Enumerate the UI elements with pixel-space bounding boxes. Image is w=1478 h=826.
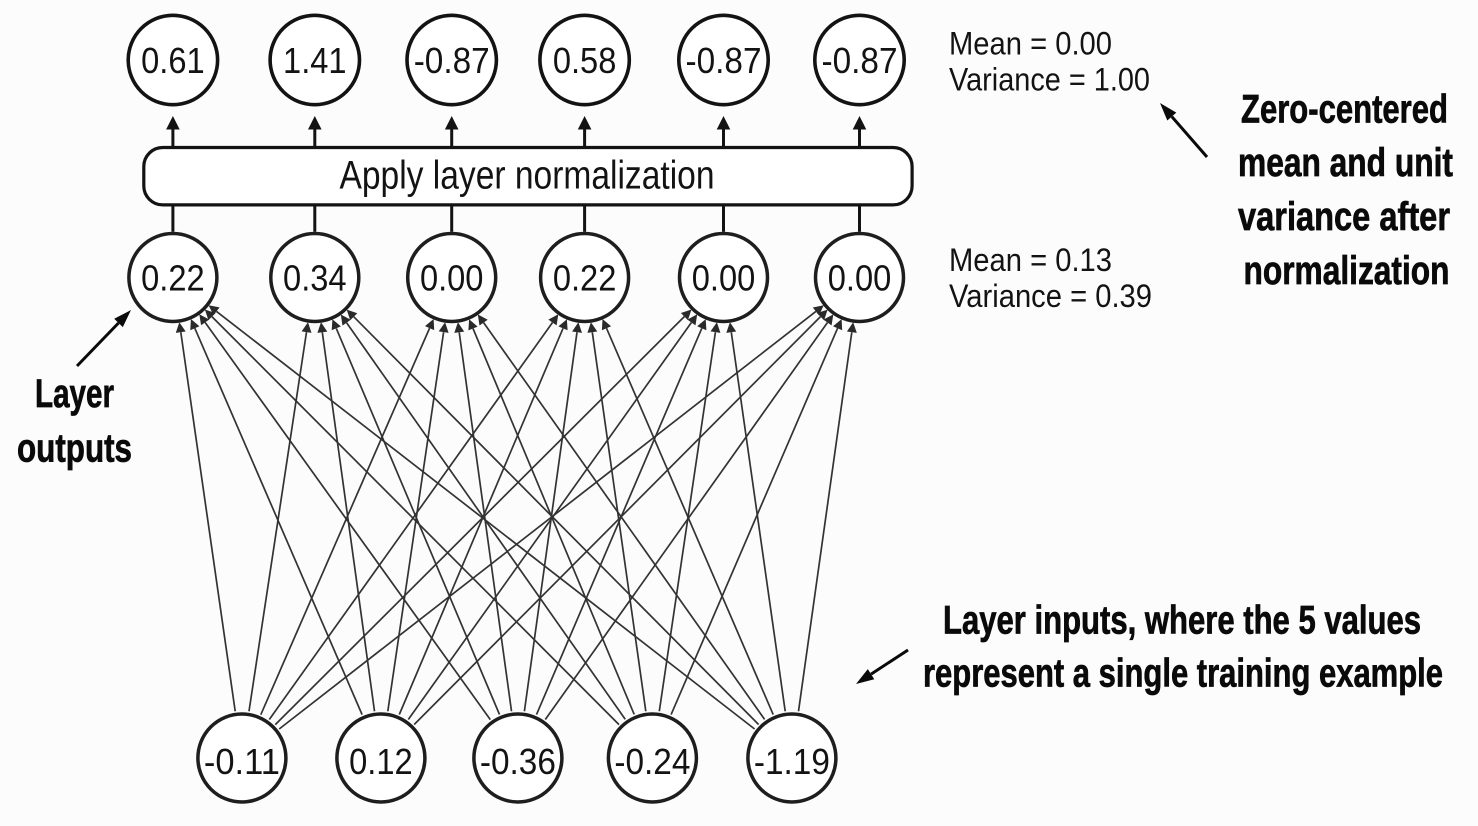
svg-text:mean and unit: mean and unit xyxy=(1238,141,1453,185)
svg-text:-0.87: -0.87 xyxy=(686,40,762,81)
svg-text:0.34: 0.34 xyxy=(283,258,347,299)
svg-text:normalization: normalization xyxy=(1244,249,1450,293)
svg-text:0.00: 0.00 xyxy=(420,258,484,299)
svg-text:represent a single training ex: represent a single training example xyxy=(923,651,1443,695)
svg-text:0.00: 0.00 xyxy=(692,258,756,299)
svg-text:-0.24: -0.24 xyxy=(614,741,690,782)
svg-text:0.00: 0.00 xyxy=(828,258,892,299)
svg-text:Layer inputs, where the 5 valu: Layer inputs, where the 5 values xyxy=(943,598,1421,642)
svg-text:Variance = 0.39: Variance = 0.39 xyxy=(949,278,1152,314)
svg-text:1.41: 1.41 xyxy=(283,40,347,81)
svg-text:Mean = 0.13: Mean = 0.13 xyxy=(949,242,1112,278)
svg-text:-0.36: -0.36 xyxy=(480,741,556,782)
svg-text:0.22: 0.22 xyxy=(553,258,617,299)
svg-text:Zero-centered: Zero-centered xyxy=(1241,87,1448,131)
svg-text:outputs: outputs xyxy=(17,426,132,470)
svg-text:Layer: Layer xyxy=(35,372,114,416)
svg-text:-0.87: -0.87 xyxy=(822,40,898,81)
svg-text:variance after: variance after xyxy=(1238,195,1450,239)
svg-text:0.58: 0.58 xyxy=(553,40,617,81)
svg-text:Mean = 0.00: Mean = 0.00 xyxy=(949,25,1112,61)
svg-text:0.22: 0.22 xyxy=(141,258,205,299)
svg-text:-0.87: -0.87 xyxy=(414,40,490,81)
svg-text:-0.11: -0.11 xyxy=(204,741,280,782)
svg-text:0.61: 0.61 xyxy=(141,40,205,81)
svg-text:0.12: 0.12 xyxy=(349,741,413,782)
svg-text:Variance = 1.00: Variance = 1.00 xyxy=(949,61,1150,97)
svg-text:Apply layer normalization: Apply layer normalization xyxy=(340,154,715,198)
svg-text:-1.19: -1.19 xyxy=(754,741,830,782)
